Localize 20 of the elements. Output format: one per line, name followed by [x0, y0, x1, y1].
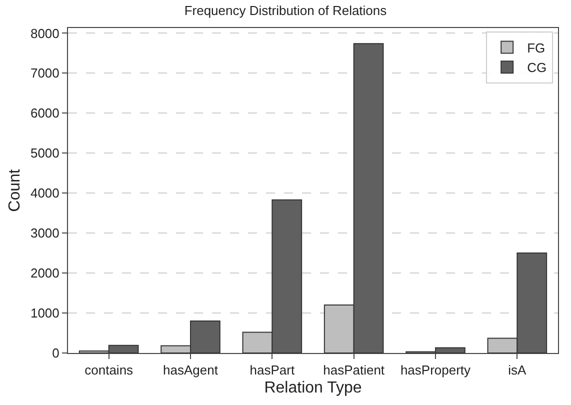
- y-tick-label: 0: [52, 346, 60, 361]
- y-axis-title: Count: [6, 168, 24, 212]
- x-tick-label: isA: [508, 362, 527, 378]
- x-tick-label: hasAgent: [163, 362, 218, 378]
- x-tick-label: hasPart: [250, 362, 295, 378]
- y-tick-label: 5000: [30, 146, 60, 161]
- x-tick-label: hasProperty: [400, 362, 472, 378]
- legend-label: FG: [527, 40, 546, 56]
- x-axis-title: Relation Type: [264, 379, 362, 396]
- y-tick-label: 4000: [30, 186, 60, 201]
- y-tick-label: 7000: [30, 66, 60, 81]
- y-tick-label: 6000: [30, 106, 60, 121]
- x-tick-label: hasPatient: [323, 362, 385, 378]
- x-tick-label: contains: [84, 362, 134, 378]
- y-tick-label: 2000: [30, 266, 60, 281]
- y-tick-label: 1000: [30, 306, 60, 321]
- chart-title: Frequency Distribution of Relations: [184, 3, 388, 18]
- y-tick-label: 3000: [30, 226, 60, 241]
- y-tick-label: 8000: [30, 26, 60, 41]
- legend-label: CG: [527, 60, 547, 76]
